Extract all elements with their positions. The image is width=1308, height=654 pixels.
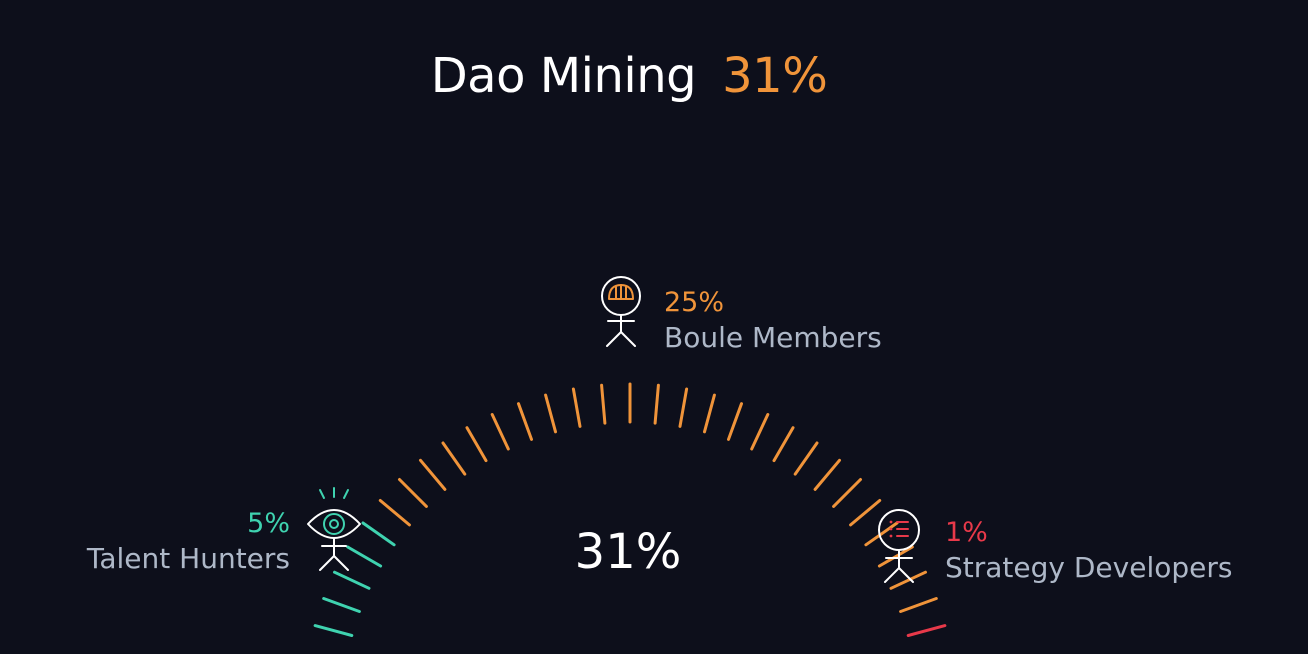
gauge-tick-boule-members-7	[517, 402, 533, 441]
gauge-tick-boule-members-18	[793, 441, 819, 476]
gauge-tick-boule-members-13	[678, 387, 689, 428]
boule-members-percent: 25%	[664, 287, 725, 318]
gauge-tick-boule-members-5	[465, 426, 488, 463]
talent-hunters-percent: 5%	[247, 508, 290, 539]
strategy-developers-percent: 1%	[945, 517, 988, 548]
eye-person-icon	[307, 487, 361, 571]
gauge-tick-boule-members-1	[378, 499, 411, 527]
gauge-tick-talent-hunters-3	[333, 570, 371, 590]
legend-strategy-developers: 1% Strategy Developers	[945, 516, 1232, 586]
gauge-tick-boule-members-9	[571, 387, 582, 428]
chart-title-text: Dao Mining	[430, 48, 697, 104]
gauge-tick-boule-members-19	[813, 458, 841, 491]
strategy-developers-label: Strategy Developers	[945, 551, 1233, 584]
gauge-tick-boule-members-20	[832, 478, 862, 508]
gauge-tick-boule-members-15	[727, 402, 743, 441]
gauge-tick-boule-members-25	[899, 597, 938, 613]
chart-title-value: 31%	[722, 48, 828, 104]
gauge-tick-strategy-developers-1	[906, 624, 947, 637]
gauge-tick-boule-members-21	[849, 499, 882, 527]
gauge-tick-boule-members-3	[419, 458, 447, 491]
boule-members-label: Boule Members	[664, 321, 882, 354]
gauge-tick-talent-hunters-2	[322, 597, 361, 613]
legend-boule-members: 25% Boule Members	[664, 286, 882, 356]
gauge-center-value: 31%	[574, 524, 682, 580]
gauge-tick-boule-members-16	[750, 413, 770, 451]
gauge-tick-boule-members-22	[864, 521, 899, 547]
legend-talent-hunters: 5% Talent Hunters	[40, 507, 290, 577]
gauge-tick-boule-members-6	[490, 413, 510, 451]
gauge-tick-boule-members-4	[441, 441, 467, 476]
list-person-icon	[878, 509, 920, 583]
helmet-person-icon	[601, 276, 641, 347]
gauge-tick-boule-members-23	[877, 545, 914, 568]
gauge-tick-boule-members-24	[889, 570, 927, 590]
gauge-tick-talent-hunters-1	[313, 624, 354, 637]
gauge-tick-boule-members-2	[398, 478, 428, 508]
gauge-tick-boule-members-14	[703, 393, 716, 434]
chart-title: Dao Mining 31%	[0, 44, 1258, 108]
talent-hunters-label: Talent Hunters	[86, 542, 290, 575]
gauge-tick-boule-members-10	[600, 383, 607, 425]
gauge-tick-boule-members-8	[544, 393, 557, 434]
gauge-tick-boule-members-17	[772, 426, 795, 463]
gauge-tick-boule-members-12	[653, 383, 660, 425]
gauge-tick-talent-hunters-5	[361, 521, 396, 547]
gauge-tick-talent-hunters-4	[346, 545, 383, 568]
